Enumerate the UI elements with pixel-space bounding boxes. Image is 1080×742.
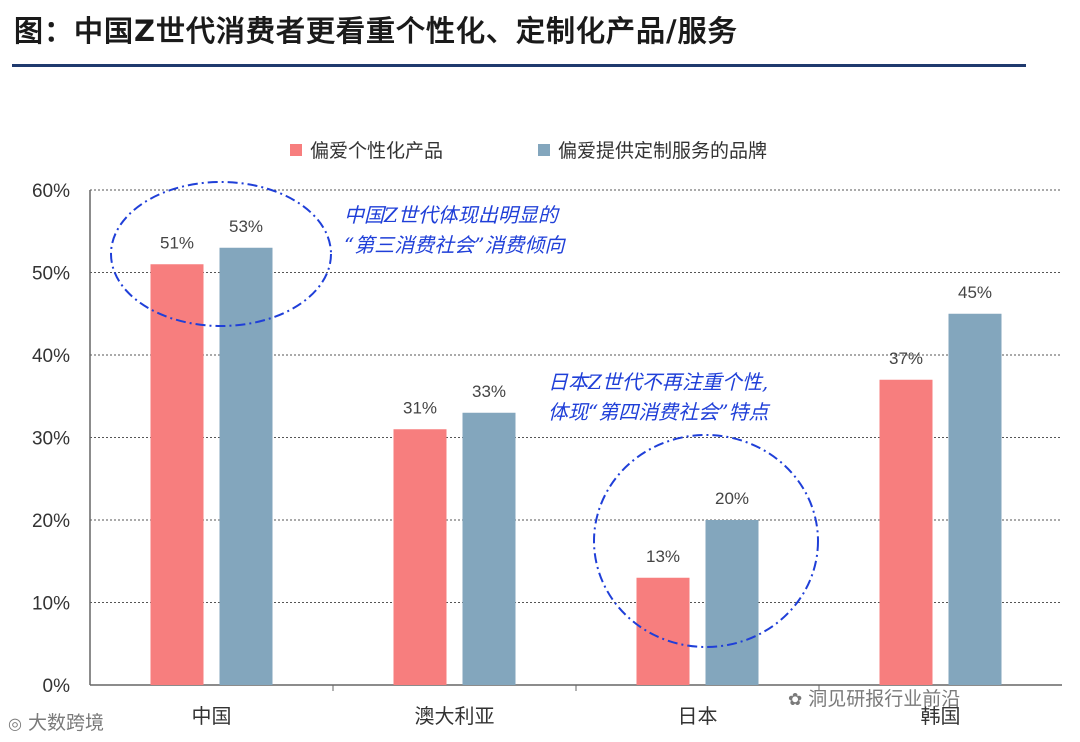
bars: [150, 247, 1002, 685]
page-title: 图：中国Z世代消费者更看重个性化、定制化产品/服务: [14, 14, 738, 48]
data-label: 13%: [646, 547, 680, 566]
bar: [219, 247, 273, 685]
data-label: 33%: [472, 382, 506, 401]
data-label: 53%: [229, 217, 263, 236]
bar: [393, 429, 447, 685]
x-tick-label: 澳大利亚: [415, 704, 495, 728]
bar: [462, 412, 516, 685]
y-tick-label: 30%: [32, 429, 70, 450]
watermark-left-text: 大数跨境: [28, 712, 105, 734]
bar: [636, 577, 690, 685]
data-labels: 51% 53% 31% 33% 13% 20% 37% 45%: [160, 217, 992, 566]
weibo-icon: ◎: [8, 714, 22, 733]
watermark-left: ◎ 大数跨境: [8, 708, 104, 735]
data-label: 45%: [958, 283, 992, 302]
legend: 偏爱个性化产品 偏爱提供定制服务的品牌: [290, 140, 767, 162]
legend-label: 偏爱提供定制服务的品牌: [558, 140, 767, 162]
watermark-right-text: 洞见研报行业前沿: [808, 688, 961, 710]
bar: [948, 313, 1002, 685]
y-tick-label: 40%: [32, 346, 70, 367]
x-tick-label: 中国: [192, 704, 232, 728]
data-label: 37%: [889, 349, 923, 368]
title-divider: [12, 64, 1026, 67]
bar: [879, 379, 933, 685]
annotation-china-line-1: 中国Z世代体现出明显的: [344, 203, 558, 227]
annotation-china: 中国Z世代体现出明显的 “第三消费社会”消费倾向: [344, 200, 564, 260]
watermark-right: ✿ 洞见研报行业前沿: [788, 684, 960, 711]
data-label: 51%: [160, 233, 194, 252]
annotation-circle-japan: [593, 434, 819, 648]
bar: [150, 264, 204, 685]
y-tick-label: 60%: [32, 181, 70, 202]
bar: [705, 520, 759, 685]
data-label: 31%: [403, 398, 437, 417]
y-tick-label: 20%: [32, 511, 70, 532]
annotation-circle-china: [110, 181, 332, 327]
x-axis-ticks: 中国 澳大利亚 日本 韩国: [192, 685, 961, 728]
x-tick-label: 韩国: [921, 704, 961, 728]
y-tick-label: 50%: [32, 264, 70, 285]
x-tick-label: 日本: [678, 704, 718, 728]
annotation-japan: 日本Z世代不再注重个性, 体现“第四消费社会”特点: [548, 367, 768, 427]
legend-swatch: [538, 144, 550, 156]
y-axis-ticks: 0% 10% 20% 30% 40% 50% 60%: [32, 181, 70, 697]
annotation-japan-line-1: 日本Z世代不再注重个性,: [548, 370, 769, 394]
legend-label: 偏爱个性化产品: [310, 140, 443, 162]
y-tick-label: 10%: [32, 594, 70, 615]
legend-swatch: [290, 144, 302, 156]
y-tick-label: 0%: [43, 676, 71, 697]
annotation-japan-line-2: 体现“第四消费社会”特点: [548, 400, 769, 424]
annotation-china-line-2: “第三消费社会”消费倾向: [344, 233, 565, 257]
data-label: 20%: [715, 489, 749, 508]
wechat-icon: ✿: [788, 690, 803, 710]
